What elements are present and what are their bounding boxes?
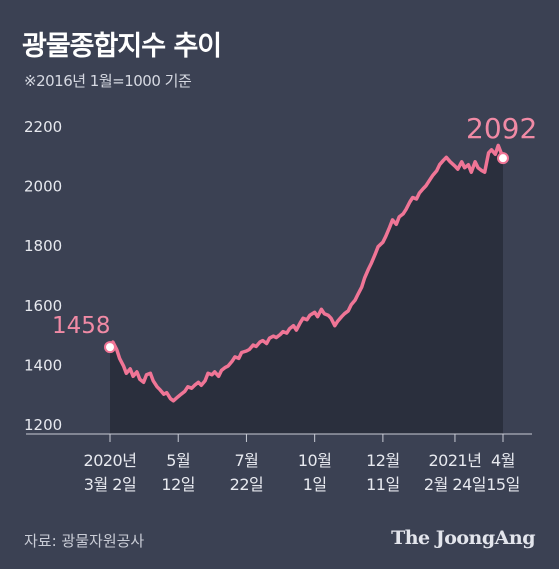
x-tick-label: 15일 [486,475,520,494]
x-tick-label: 5월 [166,451,190,470]
y-tick-label: 1400 [24,356,62,374]
x-tick-label: 10월 [298,451,332,470]
x-tick-label: 1일 [303,475,327,494]
x-tick-label: 4월 [491,451,515,470]
start-value-label: 1458 [52,313,111,339]
y-tick-label: 1600 [24,297,62,315]
y-tick-label: 1200 [24,416,62,434]
source-note: 자료: 광물자원공사 [24,532,145,550]
x-tick-label: 12월 [366,451,400,470]
y-tick-label: 1800 [24,237,62,255]
x-tick-label: 11일 [366,475,400,494]
x-tick-label: 2020년 [84,451,137,470]
x-tick-label: 7월 [234,451,258,470]
x-tick-label: 2월 24일 [424,475,486,494]
x-axis: 2020년 3월 2일 5월 12일 7월 22일 10월 1일 12월 11일 2021년 2월 2… [84,434,520,494]
series-line [108,143,505,403]
area-fill [110,145,503,434]
brand-logo: The JoongAng [391,527,535,549]
x-tick-label: 22일 [230,475,264,494]
x-tick-label: 3월 2일 [84,475,136,494]
chart-title: 광물종합지수 추이 [22,31,222,62]
end-point-marker [497,152,509,165]
x-tick-label: 2021년 [428,451,481,470]
y-axis: 1200 1400 1600 1800 2000 2200 [24,118,62,434]
start-point-marker [104,341,116,354]
chart-subtitle: ※2016년 1월=1000 기준 [24,72,192,90]
y-tick-label: 2200 [24,118,62,136]
end-value-label: 2092 [466,112,537,145]
y-tick-label: 2000 [24,178,62,196]
x-tick-label: 12일 [161,475,195,494]
